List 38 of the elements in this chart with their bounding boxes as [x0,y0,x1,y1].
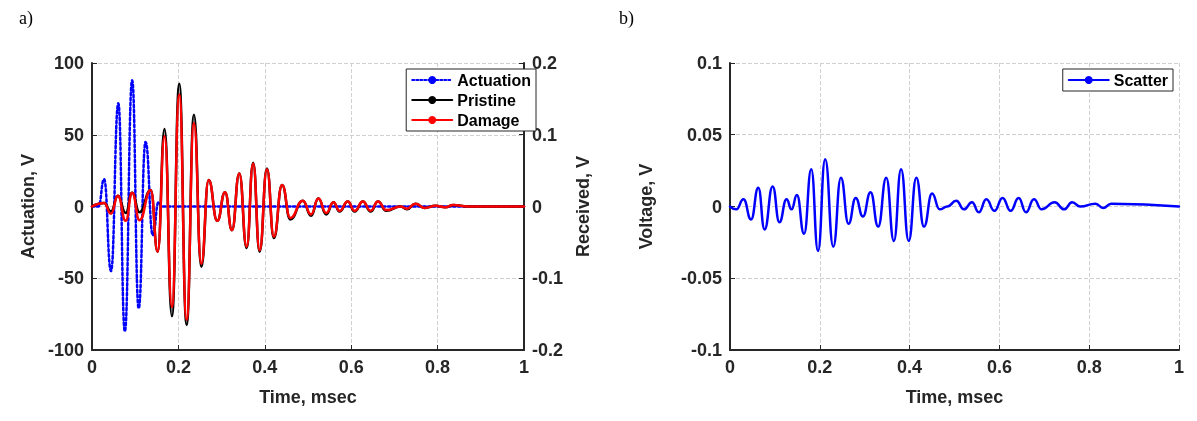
x-tick-label: 1 [1173,357,1185,377]
legend-label: Damage [457,111,520,129]
y-tick-label: -50 [57,268,84,289]
y2-tick-label: 0.2 [532,53,558,73]
y-tick-label: -100 [47,340,84,360]
y2-tick-label: -0.2 [532,340,564,360]
y-axis-title: Voltage, V [636,163,656,250]
x-tick-label: 1 [518,357,530,377]
y-axis-title: Actuation, V [18,153,39,260]
y-tick-label: 50 [63,124,84,145]
x-tick-label: 0 [724,357,736,377]
chart-title: a) [19,8,33,29]
y2-axis-title: Received, V [573,155,593,258]
x-tick-label: 0.4 [252,357,278,377]
y-tick-label: -0.1 [690,340,722,360]
y-tick-label: 0.1 [696,53,722,73]
x-tick-label: 0.2 [807,357,833,377]
x-tick-label: 0.2 [165,357,191,377]
y-tick-label: -0.05 [680,268,722,289]
x-tick-label: 0.6 [338,357,364,377]
y-tick-label: 0 [73,196,84,217]
y2-tick-label: 0.1 [532,124,558,145]
x-axis-title: Time, msec [905,387,1004,407]
x-tick-label: 0.8 [425,357,451,377]
legend-label: Scatter [1113,71,1168,89]
x-tick-label: 0.6 [986,357,1012,377]
y-tick-label: 100 [53,53,84,73]
x-tick-label: 0.4 [897,357,923,377]
x-axis-title: Time, msec [259,387,357,407]
legend-label: Actuation [457,71,532,89]
x-tick-label: 0.8 [1076,357,1102,377]
legend-label: Pristine [457,91,517,109]
y2-tick-label: -0.1 [532,268,564,289]
x-tick-label: 0 [86,357,98,377]
y-tick-label: 0 [711,196,722,217]
y2-tick-label: 0 [532,196,543,217]
y-tick-label: 0.05 [686,124,722,145]
chart-title: b) [619,8,634,29]
